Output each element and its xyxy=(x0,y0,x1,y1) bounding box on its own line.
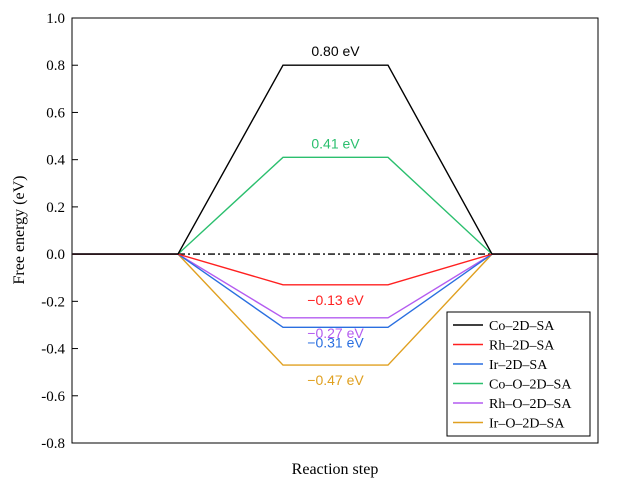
value-annotation: 0.41 eV xyxy=(311,135,360,151)
y-tick-label: 0.8 xyxy=(46,58,65,74)
value-annotation: 0.80 eV xyxy=(311,43,360,59)
legend-label: Rh–2D–SA xyxy=(489,339,555,354)
x-axis-label: Reaction step xyxy=(292,461,379,478)
y-tick-label: 1.0 xyxy=(46,11,65,27)
legend-label: Ir–2D–SA xyxy=(489,358,548,373)
y-tick-label: 0.4 xyxy=(46,153,65,169)
legend-label: Co–2D–SA xyxy=(489,319,555,334)
legend: Co–2D–SA Rh–2D–SA Ir–2D–SA Co–O–2D–SA Rh–O–2… xyxy=(446,311,591,437)
legend-label: Ir–O–2D–SA xyxy=(489,417,565,432)
y-axis-label: Free energy (eV) xyxy=(11,176,28,285)
y-axis: -0.8 -0.6 -0.4 -0.2 0.0 0.2 0.4 0.6 0.8 1.0 xyxy=(41,11,78,452)
legend-label: Rh–O–2D–SA xyxy=(489,397,572,412)
plot-area xyxy=(71,17,599,444)
series-line xyxy=(72,64,598,255)
value-annotation: −0.47 eV xyxy=(307,372,364,388)
y-tick-label: -0.6 xyxy=(41,389,65,405)
series-line xyxy=(72,253,598,319)
value-annotation: −0.13 eV xyxy=(307,292,364,308)
annotation-layer: 0.80 eV −0.13 eV −0.31 eV 0.41 eV −0.27 eV −0… xyxy=(307,43,364,388)
y-tick-label: 0.2 xyxy=(46,200,65,216)
legend-box xyxy=(446,311,591,437)
y-tick-label: -0.8 xyxy=(41,436,65,452)
plot-frame xyxy=(71,17,599,444)
series-line xyxy=(72,253,598,286)
series-layer xyxy=(72,64,598,366)
y-tick-label: 0.0 xyxy=(46,247,65,263)
value-annotation: −0.27 eV xyxy=(307,325,364,341)
y-tick-label: 0.6 xyxy=(46,105,65,121)
y-tick-label: -0.2 xyxy=(41,294,65,310)
legend-label: Co–O–2D–SA xyxy=(489,378,572,393)
y-tick-label: -0.4 xyxy=(41,342,65,358)
series-line xyxy=(72,156,598,255)
value-annotation: −0.31 eV xyxy=(307,334,364,350)
